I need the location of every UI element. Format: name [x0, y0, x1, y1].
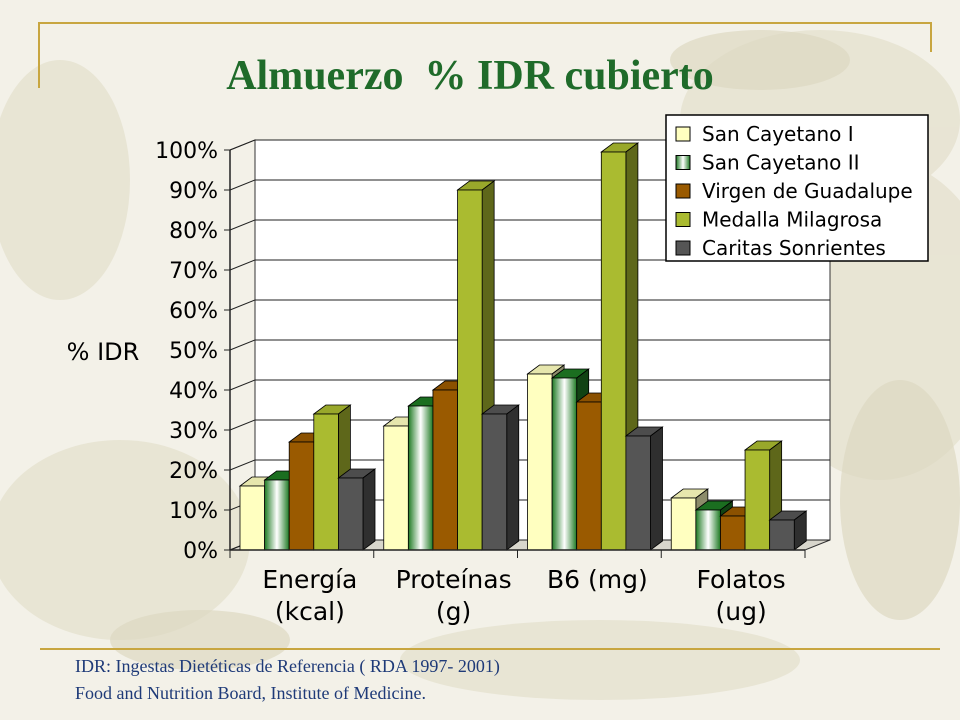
bar-caritas-sonrientes-proteinas [480, 404, 520, 551]
decorative-line-bottom [40, 648, 940, 650]
y-tick-label: 10% [169, 499, 218, 524]
decorative-line-left [38, 22, 40, 88]
bar-front-face [337, 477, 364, 551]
legend-label: Virgen de Guadalupe [702, 179, 913, 203]
bar-front-face [264, 479, 290, 551]
legend-item-san-cayetano-ii: San Cayetano II [675, 151, 860, 175]
gridline-diagonal [229, 179, 256, 191]
x-category-sublabel: (g) [436, 597, 471, 626]
bar-front-face [481, 413, 508, 551]
y-tick-label: 30% [169, 419, 218, 444]
bar-front-face [695, 509, 721, 551]
bar-front-face [576, 401, 602, 551]
bar-caritas-sonrientes-folatos [768, 510, 808, 551]
x-category-label: Folatos [697, 565, 786, 594]
bar-front-face [383, 425, 409, 551]
bar-front-face [625, 435, 651, 551]
bar-front-face [407, 405, 434, 551]
gridline-diagonal [229, 419, 256, 431]
gridline-diagonal [229, 339, 256, 351]
x-category-label: Proteínas [396, 565, 512, 594]
footnote-source-line2: Food and Nutrition Board, Institute of M… [75, 683, 426, 703]
legend-label: Medalla Milagrosa [702, 208, 882, 232]
gridline-diagonal [229, 139, 256, 151]
bar-caritas-sonrientes-b6-mg [624, 426, 664, 551]
bar-front-face [551, 377, 578, 551]
bar-caritas-sonrientes-energia [337, 468, 377, 551]
decorative-line-right [930, 22, 932, 52]
y-tick-label: 80% [169, 219, 218, 244]
bar-side-face [506, 404, 520, 551]
y-tick-label: 90% [169, 179, 218, 204]
y-axis-label: % IDR [67, 338, 140, 366]
legend-swatch [675, 126, 691, 142]
y-tick-label: 70% [169, 259, 218, 284]
bar-front-face [432, 389, 458, 551]
legend-item-caritas-sonrientes: Caritas Sonrientes [675, 236, 886, 260]
bar-front-face [769, 519, 795, 551]
bar-front-face [457, 189, 483, 551]
bar-front-face [720, 515, 746, 551]
x-category-sublabel: (ug) [716, 597, 767, 626]
x-category-sublabel: (kcal) [275, 597, 345, 626]
gridline-diagonal [229, 259, 256, 271]
bar-side-face [650, 426, 663, 551]
slide-title: Almuerzo % IDR cubierto [226, 53, 714, 99]
bar-front-face [744, 449, 771, 551]
legend-label: Caritas Sonrientes [702, 236, 886, 260]
bar-front-face [527, 373, 553, 551]
bar-side-face [362, 468, 376, 551]
decorative-line-top [38, 22, 932, 24]
y-tick-label: 100% [155, 139, 218, 164]
x-category-label: Energía [262, 565, 357, 594]
gridline-diagonal [229, 379, 256, 391]
gridline-diagonal [229, 459, 256, 471]
bar-front-face [288, 441, 315, 551]
legend-swatch [675, 183, 691, 199]
bar-front-face [313, 413, 339, 551]
bar-chart: 0% 10% 20% 30% 40% 50% 60% 70% 80% 90% 100% % IDR En… [67, 114, 929, 626]
bar-front-face [239, 485, 266, 551]
legend-item-virgen-de-guadalupe: Virgen de Guadalupe [675, 179, 913, 203]
footnote-source-line1: IDR: Ingestas Dietéticas de Referencia (… [75, 656, 500, 676]
legend-swatch [675, 212, 691, 227]
y-tick-label: 20% [169, 459, 218, 484]
gridline-diagonal [229, 299, 256, 311]
gridline-diagonal [229, 219, 256, 231]
legend-swatch [675, 155, 691, 170]
y-tick-label: 40% [169, 379, 218, 404]
y-tick-label: 50% [169, 339, 218, 364]
x-category-label: B6 (mg) [547, 565, 648, 594]
legend-item-san-cayetano-i: San Cayetano I [675, 122, 854, 146]
legend-box [665, 114, 929, 262]
bar-front-face [670, 497, 697, 551]
y-tick-label: 0% [183, 539, 218, 564]
legend-swatch [675, 240, 691, 256]
legend-item-medalla-milagrosa: Medalla Milagrosa [675, 208, 882, 232]
legend-label: San Cayetano I [702, 122, 854, 146]
y-tick-label: 60% [169, 299, 218, 324]
bar-front-face [600, 151, 627, 551]
legend-label: San Cayetano II [702, 151, 860, 175]
